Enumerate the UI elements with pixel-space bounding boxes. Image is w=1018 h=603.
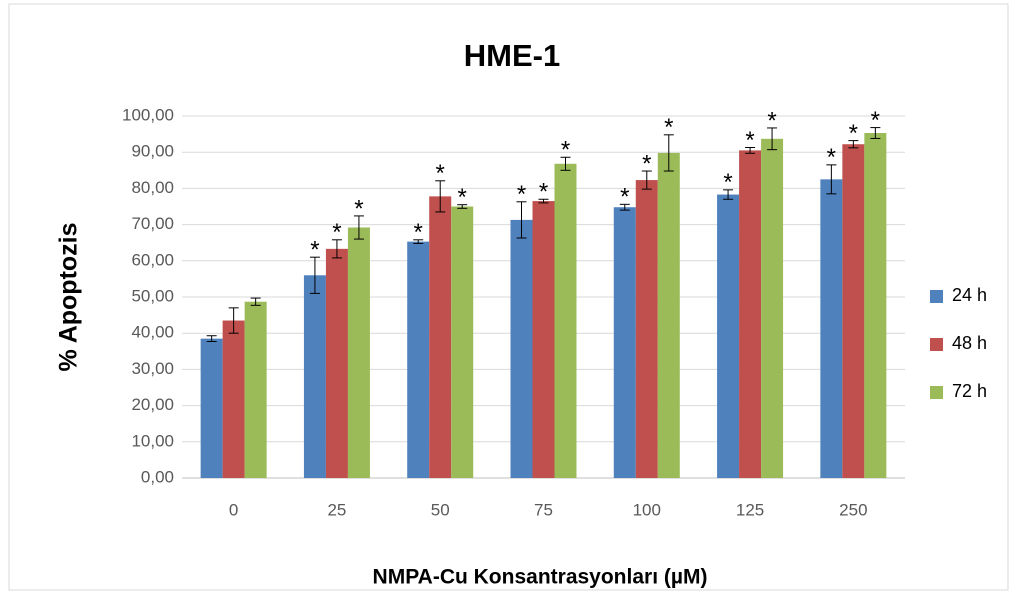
bar [429,196,452,478]
x-tick-label: 100 [633,500,661,519]
bar [407,241,430,478]
y-axis-label: % Apoptozis [55,222,83,371]
significance-mark: * [745,127,754,154]
significance-mark: * [354,195,363,222]
bar [510,219,533,479]
x-tick-label: 25 [327,500,346,519]
x-axis-label: NMPA-Cu Konsantrasyonları (µM) [373,566,708,589]
bar [532,201,555,478]
significance-mark: * [723,169,732,196]
x-tick-label: 0 [229,500,238,519]
y-tick-label: 0,00 [141,467,174,486]
significance-mark: * [664,114,673,141]
bar [761,138,784,478]
x-tick-label: 50 [431,500,450,519]
bar [820,179,843,478]
legend-label: 48 h [952,333,987,353]
bar [864,133,887,478]
bar [325,248,348,478]
x-tick-label: 250 [839,500,867,519]
bar [303,275,326,478]
significance-mark: * [561,137,570,164]
bar [657,152,680,478]
significance-mark: * [310,237,319,264]
bar [739,150,762,478]
legend-swatch [930,290,943,303]
significance-mark: * [414,219,423,246]
y-tick-label: 100,00 [122,105,174,124]
bar [222,320,245,478]
significance-mark: * [332,219,341,246]
significance-mark: * [517,181,526,208]
y-tick-label: 40,00 [131,323,174,342]
bar [635,180,658,478]
x-tick-label: 125 [736,500,764,519]
significance-mark: * [436,160,445,187]
significance-mark: * [767,107,776,134]
bar [451,206,474,478]
significance-mark: * [458,184,467,211]
significance-mark: * [642,150,651,177]
legend-label: 72 h [952,381,987,401]
significance-mark: * [871,107,880,134]
legend-swatch [930,386,943,399]
y-tick-label: 30,00 [131,359,174,378]
bar [200,338,223,478]
x-tick-label: 75 [534,500,553,519]
significance-mark: * [827,144,836,171]
y-tick-label: 70,00 [131,214,174,233]
significance-mark: * [539,179,548,206]
y-tick-label: 50,00 [131,286,174,305]
y-tick-label: 80,00 [131,178,174,197]
bar [244,301,267,478]
legend-label: 24 h [952,285,987,305]
bar [842,144,865,478]
y-tick-label: 60,00 [131,250,174,269]
bar [717,194,740,478]
bar [554,163,577,478]
y-tick-label: 20,00 [131,395,174,414]
y-tick-label: 90,00 [131,142,174,161]
significance-mark: * [849,120,858,147]
significance-mark: * [620,184,629,211]
bar [613,207,636,478]
bar [347,227,370,478]
y-tick-label: 10,00 [131,431,174,450]
chart-title: HME-1 [464,38,560,73]
legend-swatch [930,338,943,351]
